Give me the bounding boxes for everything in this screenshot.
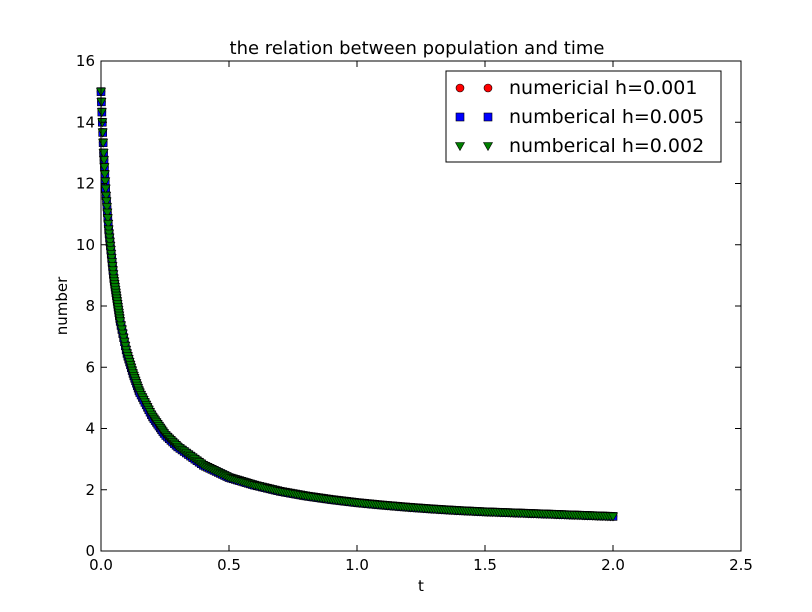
legend-marker-1 [455, 83, 465, 93]
y-tick-label: 2 [85, 481, 95, 499]
axis-ticks: 0.0 0.5 1.0 1.5 2.0 2.5 0 2 4 6 8 10 12 14 16 [76, 52, 753, 574]
x-tick-label: 2.5 [729, 556, 753, 574]
data-point [101, 197, 112, 207]
data-point [100, 177, 111, 187]
plot-marks [95, 87, 619, 522]
data-point [103, 220, 114, 229]
data-point [96, 108, 107, 118]
data-point [102, 208, 113, 218]
y-axis-label: number [53, 276, 71, 335]
x-tick-label: 0.0 [89, 556, 113, 574]
data-point [99, 163, 110, 173]
y-tick-label: 6 [85, 358, 95, 376]
y-tick-label: 0 [85, 542, 95, 560]
data-point [101, 203, 112, 213]
legend-label-3: numberical h=0.002 [509, 135, 704, 157]
data-point [97, 128, 108, 138]
data-point [607, 512, 619, 522]
data-point [99, 170, 110, 180]
y-tick-label: 4 [85, 420, 95, 438]
y-tick-label: 16 [76, 52, 95, 70]
legend-marker-2 [483, 112, 493, 122]
legend: numericial h=0.001 numberical h=0.005 nu… [445, 70, 722, 163]
x-axis-label: t [418, 577, 424, 595]
y-tick-label: 8 [85, 297, 95, 315]
legend-label-1: numericial h=0.001 [509, 77, 697, 99]
x-tick-label: 1.5 [473, 556, 497, 574]
legend-markers [454, 83, 494, 152]
data-point [100, 184, 111, 194]
series-3 [95, 87, 619, 522]
legend-marker-1 [483, 83, 493, 93]
data-point [101, 191, 112, 201]
x-tick-label: 0.5 [217, 556, 241, 574]
legend-marker-3 [482, 142, 494, 152]
chart-title: the relation between population and time [230, 38, 605, 59]
data-point [102, 214, 113, 224]
data-point [98, 156, 109, 166]
legend-marker-2 [455, 112, 465, 122]
x-tick-label: 1.0 [345, 556, 369, 574]
y-tick-label: 12 [76, 175, 95, 193]
legend-marker-3 [454, 142, 466, 152]
y-tick-label: 10 [76, 236, 95, 254]
x-tick-label: 2.0 [601, 556, 625, 574]
y-tick-label: 14 [76, 113, 95, 131]
legend-label-2: numberical h=0.005 [509, 106, 704, 128]
